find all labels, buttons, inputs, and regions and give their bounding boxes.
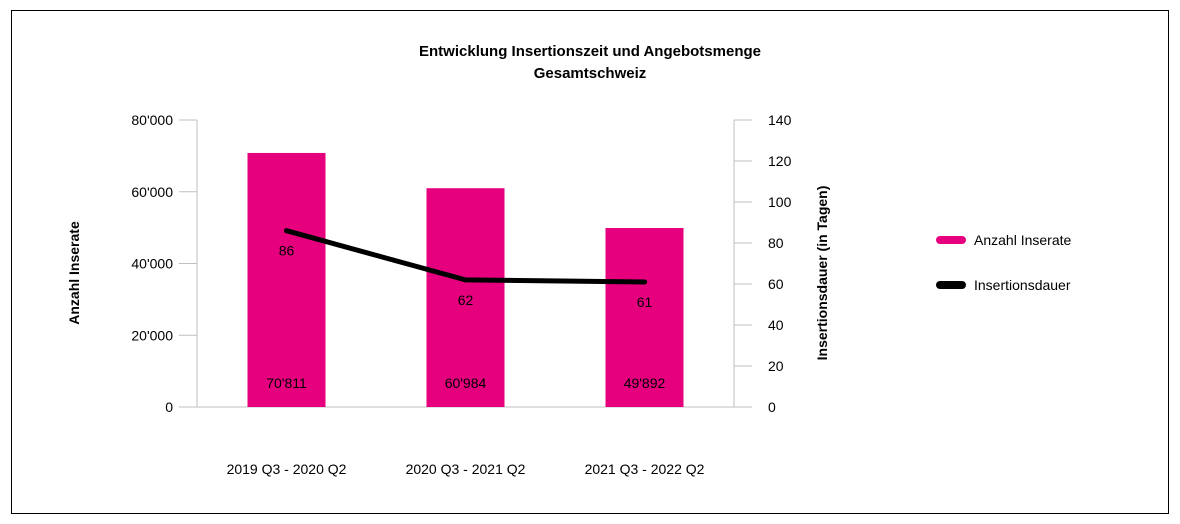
right-tick-label: 100 [768,194,792,210]
legend-swatch-anzahl-inserate [936,236,966,244]
bar-value-label: 70'811 [266,375,307,391]
bar-value-label: 60'984 [445,375,487,391]
right-tick-label: 120 [768,153,792,169]
legend: Anzahl Inserate Insertionsdauer [936,232,1071,293]
right-axis-title: Insertionsdauer (in Tagen) [814,186,830,361]
bar [247,152,326,407]
chart-subtitle: Gesamtschweiz [534,65,647,82]
line-point [642,279,647,285]
bar-value-label: 49'892 [624,375,666,391]
chart-frame: Entwicklung Insertionszeit und Angebotsm… [11,10,1169,514]
right-axis: 0 20 40 60 80 100 120 140 [733,112,792,415]
right-tick-label: 140 [768,112,792,128]
right-tick-label: 80 [768,235,784,251]
bar [605,228,684,407]
line-value-label: 86 [279,243,295,259]
left-tick-label: 80'000 [131,112,173,128]
line-series: 86 62 61 [279,228,653,310]
legend-label-insertionsdauer: Insertionsdauer [974,277,1071,293]
left-tick-label: 0 [165,399,173,415]
right-tick-label: 60 [768,276,784,292]
x-axis-labels: 2019 Q3 - 2020 Q2 2020 Q3 - 2021 Q2 2021 Q… [227,461,705,477]
chart-title: Entwicklung Insertionszeit und Angebotsm… [419,43,761,60]
bar [426,188,505,407]
x-tick-label: 2020 Q3 - 2021 Q2 [406,461,526,477]
line-value-label: 62 [458,292,474,308]
left-tick-label: 20'000 [131,327,173,343]
left-tick-label: 40'000 [131,256,173,272]
combo-chart: Entwicklung Insertionszeit und Angebotsm… [66,43,1071,477]
legend-label-anzahl-inserate: Anzahl Inserate [974,232,1071,248]
right-tick-label: 20 [768,358,784,374]
line-point [284,228,289,234]
right-tick-label: 40 [768,317,784,333]
bar-series: 70'811 60'984 49'892 [247,152,684,407]
x-tick-label: 2021 Q3 - 2022 Q2 [585,461,705,477]
right-tick-label: 0 [768,399,776,415]
legend-swatch-insertionsdauer [936,281,966,289]
line-point [463,277,468,283]
line-value-label: 61 [637,294,653,310]
x-tick-label: 2019 Q3 - 2020 Q2 [227,461,347,477]
left-axis-title: Anzahl Inserate [66,221,82,325]
left-tick-label: 60'000 [131,184,173,200]
